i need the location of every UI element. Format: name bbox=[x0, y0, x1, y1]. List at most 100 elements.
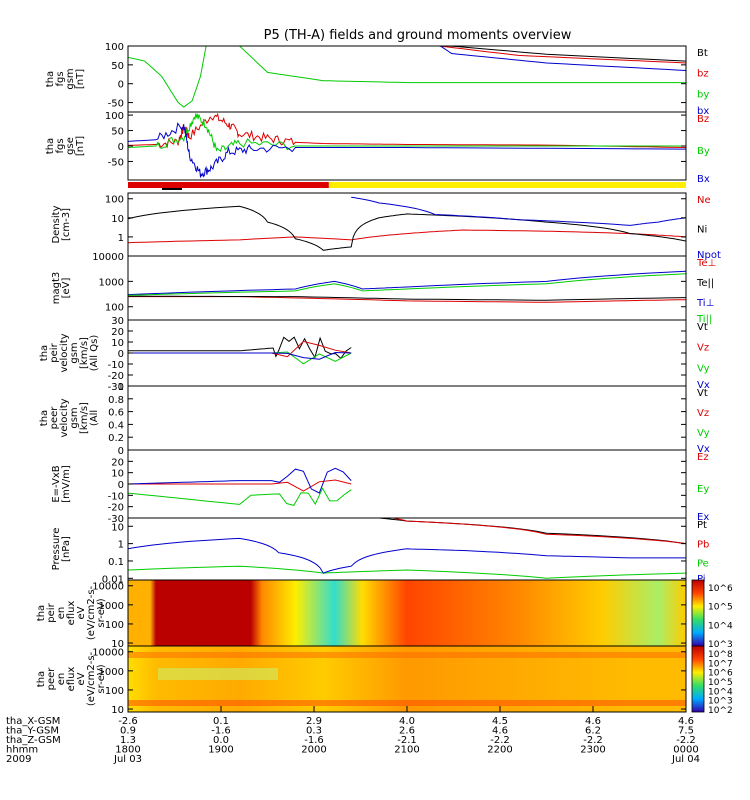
y-tick-label: 10 bbox=[111, 639, 124, 650]
y-axis-label: [cm-3] bbox=[61, 208, 72, 241]
panel-density: 1 10 100 Density [cm-3] Ne Ni Npot bbox=[51, 192, 721, 261]
x-tick-label: 4.5 bbox=[492, 716, 508, 727]
series-line-Ez bbox=[128, 479, 352, 492]
series-line-By bbox=[127, 113, 686, 153]
heatmap-image bbox=[128, 580, 686, 646]
legend-bx: bx bbox=[697, 106, 709, 117]
y-tick-label: 50 bbox=[111, 61, 124, 72]
colorbar-tick-label: 10^7 bbox=[708, 659, 733, 669]
panel-frame bbox=[127, 255, 687, 321]
x-tick-label: 0.3 bbox=[306, 726, 322, 737]
series-line-Vt bbox=[128, 336, 352, 360]
legend-Ey: Ey bbox=[697, 484, 709, 495]
y-axis-label: magt3 bbox=[51, 272, 62, 305]
x-tick-label: 0.0 bbox=[213, 735, 229, 746]
series-line-Te|| bbox=[128, 295, 687, 301]
colorbar-tick-label: 10^4 bbox=[708, 687, 733, 697]
x-tick-label: 2300 bbox=[580, 745, 605, 756]
y-tick-label: 10000 bbox=[92, 648, 124, 659]
x-tick-label: 0000 bbox=[673, 745, 698, 756]
y-tick-label: 0 bbox=[118, 446, 124, 457]
y-axis-label: gse bbox=[65, 137, 76, 155]
y-tick-label: 50 bbox=[111, 127, 124, 138]
y-axis-label: en bbox=[56, 673, 67, 686]
heatmap-low-energy-patch bbox=[158, 668, 278, 680]
y-tick-label: 10 bbox=[111, 338, 124, 349]
y-tick-label: 0.4 bbox=[108, 420, 124, 431]
x-row-label: tha_Z-GSM bbox=[6, 735, 61, 746]
y-tick-label: 100 bbox=[105, 686, 124, 697]
y-tick-label: 10000 bbox=[92, 252, 124, 263]
mode-bar-marker bbox=[162, 188, 182, 190]
y-tick-label: 0.01 bbox=[102, 574, 124, 585]
chart-title: P5 (TH-A) fields and ground moments over… bbox=[263, 28, 572, 43]
y-axis-label: velocity bbox=[59, 398, 70, 437]
legend-Vy: Vy bbox=[697, 428, 710, 439]
x-tick-label: Jul 03 bbox=[113, 754, 142, 765]
colorbar-tick-label: 10^3 bbox=[708, 640, 733, 650]
panel-temperature: 100 1000 10000 magt3 [eV] Te⊥ Te|| Ti⊥ Ti|| bbox=[51, 252, 716, 325]
y-tick-label: -50 bbox=[108, 99, 124, 110]
y-axis-label: [nT] bbox=[75, 69, 86, 89]
series-line-Pe bbox=[127, 565, 687, 579]
x-row-label: hhmm bbox=[6, 745, 38, 756]
legend-Vz: Vz bbox=[697, 343, 709, 354]
series-line-Bz bbox=[127, 112, 687, 149]
x-tick-label: 7.5 bbox=[678, 726, 694, 737]
y-tick-label: -50 bbox=[108, 157, 124, 168]
colorbar-tick-label: 10^4 bbox=[708, 621, 733, 631]
x-tick-label: -2.2 bbox=[583, 735, 603, 746]
y-tick-label: 30 bbox=[111, 316, 124, 327]
legend-Ne: Ne bbox=[697, 195, 711, 206]
x-tick-label: 4.0 bbox=[399, 716, 415, 727]
panel-frame bbox=[127, 45, 687, 113]
panel-fgs-gse: -50 0 50 100 tha fgs gse [nT] Bz By Bx bbox=[45, 111, 710, 185]
panel-peer-eflux: 10^810^710^610^510^410^310^2 10 100 1000 100… bbox=[36, 645, 733, 716]
x-tick-label: -2.2 bbox=[490, 735, 510, 746]
colorbar-bar bbox=[691, 645, 705, 713]
legend-Bz: Bz bbox=[697, 114, 709, 125]
y-axis-label: fgs bbox=[55, 138, 66, 153]
colorbar-tick-label: 10^6 bbox=[708, 669, 733, 679]
y-tick-label: -20 bbox=[108, 371, 124, 382]
y-axis-label: Density bbox=[51, 205, 62, 243]
y-tick-label: 100 bbox=[105, 620, 124, 631]
y-axis-label: en bbox=[56, 607, 67, 620]
heatmap-high-energy-band bbox=[128, 652, 686, 658]
y-tick-label: -30 bbox=[108, 514, 124, 525]
legend-Vx: Vx bbox=[697, 380, 710, 391]
y-tick-label: -30 bbox=[108, 382, 124, 393]
legend-Ti⊥: Ti⊥ bbox=[696, 298, 714, 309]
series-line-Ni bbox=[127, 205, 687, 251]
series-line-by bbox=[127, 45, 686, 108]
series-line-bx bbox=[128, 45, 687, 71]
y-tick-label: -20 bbox=[108, 503, 124, 514]
y-axis-label: gsm bbox=[69, 342, 80, 363]
y-axis-label: eflux bbox=[66, 667, 77, 692]
legend-Ni: Ni bbox=[697, 225, 707, 236]
y-tick-label: 1000 bbox=[99, 277, 124, 288]
legend-Pe: Pe bbox=[697, 559, 709, 570]
x-tick-label: Jul 04 bbox=[671, 754, 700, 765]
y-axis-label: (All bbox=[89, 410, 100, 426]
x-tick-label: 0.9 bbox=[120, 726, 136, 737]
y-tick-label: 0.2 bbox=[108, 433, 124, 444]
y-tick-label: 1 bbox=[118, 540, 124, 551]
y-tick-label: 0.8 bbox=[108, 395, 124, 406]
x-tick-label: 2.9 bbox=[306, 716, 322, 727]
y-tick-label: 10000 bbox=[92, 582, 124, 593]
y-tick-label: 1 bbox=[118, 233, 124, 244]
y-axis-label: tha bbox=[39, 345, 50, 361]
legend-Pt: Pt bbox=[697, 520, 707, 531]
mode-bar-slow bbox=[128, 182, 329, 188]
y-axis-label: eV bbox=[76, 606, 87, 619]
y-tick-label: 100 bbox=[105, 303, 124, 314]
x-tick-label: -1.6 bbox=[211, 726, 231, 737]
y-tick-label: 0.1 bbox=[108, 557, 124, 568]
y-tick-label: 0 bbox=[118, 480, 124, 491]
x-tick-label: 1900 bbox=[208, 745, 233, 756]
colorbar-tick-label: 10^8 bbox=[708, 650, 733, 660]
legend-Te||: Te|| bbox=[696, 278, 714, 289]
